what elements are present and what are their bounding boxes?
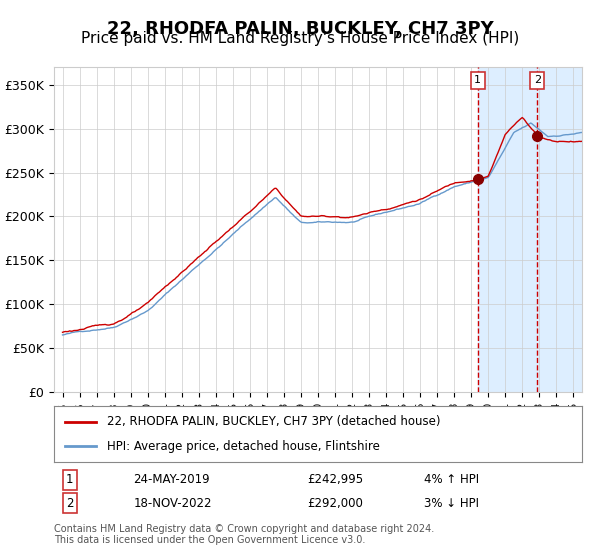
Text: 4% ↑ HPI: 4% ↑ HPI <box>424 473 479 486</box>
Text: HPI: Average price, detached house, Flintshire: HPI: Average price, detached house, Flin… <box>107 440 380 453</box>
Text: £292,000: £292,000 <box>307 497 364 510</box>
Text: Price paid vs. HM Land Registry's House Price Index (HPI): Price paid vs. HM Land Registry's House … <box>81 31 519 46</box>
Bar <box>565 67 582 392</box>
Text: 1: 1 <box>474 76 481 85</box>
Text: 2: 2 <box>66 497 74 510</box>
Text: 3% ↓ HPI: 3% ↓ HPI <box>424 497 479 510</box>
Text: 2: 2 <box>534 76 541 85</box>
Text: 22, RHODFA PALIN, BUCKLEY, CH7 3PY (detached house): 22, RHODFA PALIN, BUCKLEY, CH7 3PY (deta… <box>107 415 440 428</box>
Text: Contains HM Land Registry data © Crown copyright and database right 2024.
This d: Contains HM Land Registry data © Crown c… <box>54 524 434 545</box>
Text: 18-NOV-2022: 18-NOV-2022 <box>133 497 212 510</box>
Text: 24-MAY-2019: 24-MAY-2019 <box>133 473 210 486</box>
Bar <box>478 67 582 392</box>
Text: 22, RHODFA PALIN, BUCKLEY, CH7 3PY: 22, RHODFA PALIN, BUCKLEY, CH7 3PY <box>107 20 493 38</box>
Text: 1: 1 <box>66 473 74 486</box>
Text: £242,995: £242,995 <box>307 473 364 486</box>
